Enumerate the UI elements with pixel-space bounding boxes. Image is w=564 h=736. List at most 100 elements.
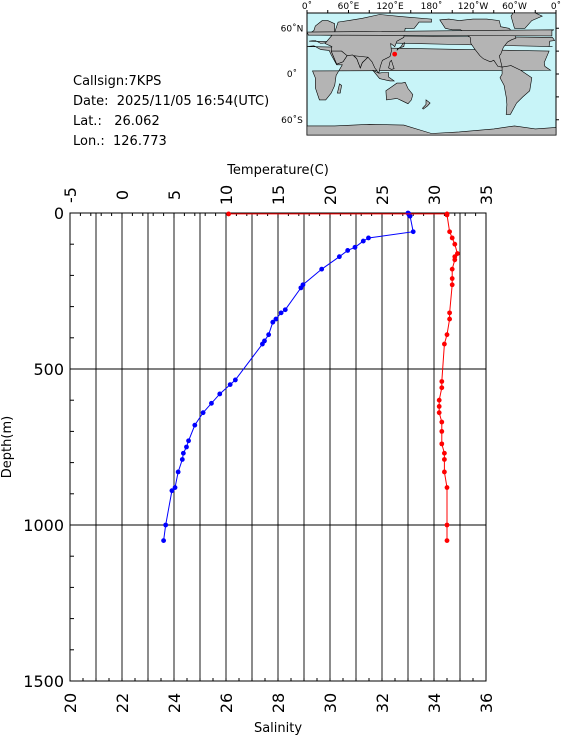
australia-land [385, 82, 414, 105]
arabia-land [330, 50, 348, 65]
map-land [306, 12, 557, 136]
salinity-point [436, 397, 442, 403]
temperature-tick-label: 15 [269, 185, 288, 205]
uk-land [306, 29, 554, 37]
asia-land [324, 14, 432, 74]
salinity-tick-label: 24 [165, 693, 184, 713]
salinity-point [439, 385, 445, 391]
temperature-tick-label: 20 [321, 185, 340, 205]
salinity-tick-label: 36 [477, 693, 496, 713]
temperature-point [161, 538, 167, 543]
salinity-point [449, 235, 455, 241]
temperature-tick-label: -5 [61, 187, 80, 203]
temperature-point [175, 469, 181, 475]
map-lon-label: 120˚E [376, 1, 404, 12]
map-ticks [306, 10, 559, 121]
temperature-tick-label: 0 [113, 190, 132, 200]
salinity-point [447, 316, 452, 322]
salinity-point [442, 341, 447, 347]
salinity-point [449, 266, 455, 272]
temperature-point [410, 229, 416, 235]
map-lon-label: 60˚W [502, 1, 527, 12]
profile-plot: -5 0 5 10 15 20 25 30 35 20 22 24 26 28 30 32 34 36 0500… [0, 163, 496, 736]
salinity-tick-labels: 20 22 24 26 28 30 32 34 36 [61, 693, 496, 713]
lat-row: Lat.: 26.062 [73, 112, 269, 132]
salinity-point [442, 469, 447, 475]
temperature-point [345, 248, 351, 253]
temperature-tick-labels: -5 0 5 10 15 20 25 30 35 [61, 185, 496, 205]
salinity-tick-label: 34 [425, 693, 444, 713]
salinity-point [444, 522, 450, 528]
depth-axis-label: Depth(m) [0, 416, 15, 478]
newzealand-land [422, 99, 431, 110]
temperature-tick-label: 5 [165, 190, 184, 200]
india-land [353, 55, 369, 69]
temperature-point [200, 410, 206, 416]
callsign-row: Callsign:7KPS [73, 72, 269, 92]
salinity-point [436, 410, 442, 416]
map-lon-label: 0˚ [302, 1, 312, 12]
madagascar-land [337, 83, 342, 94]
japan-land [396, 42, 405, 51]
salinity-point [444, 485, 450, 490]
temperature-point [260, 341, 265, 347]
lon-value: 126.773 [113, 134, 167, 149]
depth-tick-label: 1000 [23, 516, 64, 535]
temperature-point [163, 522, 169, 528]
temperature-point [360, 238, 366, 244]
date-value: 2025/11/05 16:54(UTC) [116, 94, 270, 109]
salinity-point [442, 450, 447, 456]
depth-tick-label: 1500 [23, 672, 64, 691]
salinity-point [439, 429, 445, 434]
temperature-line [163, 212, 414, 541]
world-map: 0˚ 60˚E 120˚E 180˚ 120˚W 60˚W 0˚ 60˚N 0˚ 60˚S [281, 1, 561, 136]
map-lat-label: 0˚ [287, 69, 297, 80]
temperature-point [282, 307, 288, 313]
salinity-axis-label: Salinity [254, 721, 302, 736]
temperature-point [278, 310, 284, 316]
salinity-tick-label: 20 [61, 693, 80, 713]
temperature-point [298, 285, 304, 291]
temperature-tick-label: 25 [373, 185, 392, 205]
temperature-point [319, 266, 325, 272]
temperature-point [186, 438, 191, 444]
salinity-point [439, 419, 445, 425]
temperature-point [336, 254, 342, 260]
map-top-labels: 0˚ 60˚E 120˚E 180˚ 120˚W 60˚W 0˚ [302, 1, 561, 12]
depth-tick-label: 0 [54, 204, 64, 223]
map-lat-label: 60˚S [281, 115, 303, 126]
station-info: Callsign:7KPS Date: 2025/11/05 16:54(UTC… [73, 72, 269, 152]
temperature-point [180, 450, 186, 456]
salinity-point [452, 241, 458, 247]
salinity-tick-label: 22 [113, 693, 132, 713]
temperature-point [232, 377, 238, 383]
salinity-point [447, 229, 452, 235]
map-lat-label: 60˚N [281, 23, 304, 34]
temperature-point [179, 457, 185, 462]
temperature-point [227, 382, 233, 387]
temperature-point [366, 235, 371, 241]
date-label: Date: [73, 94, 109, 109]
map-lon-label: 180˚ [421, 1, 443, 12]
salinity-tick-label: 30 [321, 693, 340, 713]
station-marker [392, 51, 398, 57]
salinity-point [226, 211, 232, 217]
antarctica-land [306, 123, 557, 136]
temperature-point [192, 422, 198, 428]
salinity-point [439, 441, 445, 447]
lat-label: Lat.: [73, 114, 102, 129]
salinity-line [228, 213, 458, 541]
temperature-tick-label: 30 [425, 185, 444, 205]
date-row: Date: 2025/11/05 16:54(UTC) [73, 92, 269, 112]
salinity-tick-label: 26 [217, 693, 236, 713]
temperature-point [172, 485, 178, 490]
temperature-point [352, 244, 358, 250]
salinity-point [444, 212, 450, 218]
map-lon-label: 60˚E [338, 1, 360, 12]
map-lon-label: 0˚ [551, 1, 561, 12]
salinity-point [452, 257, 458, 263]
map-right-labels: 60˚N 0˚ 60˚S [281, 23, 304, 126]
temperature-point [169, 488, 175, 494]
temperature-point [217, 391, 223, 397]
grid-lines [70, 213, 486, 681]
